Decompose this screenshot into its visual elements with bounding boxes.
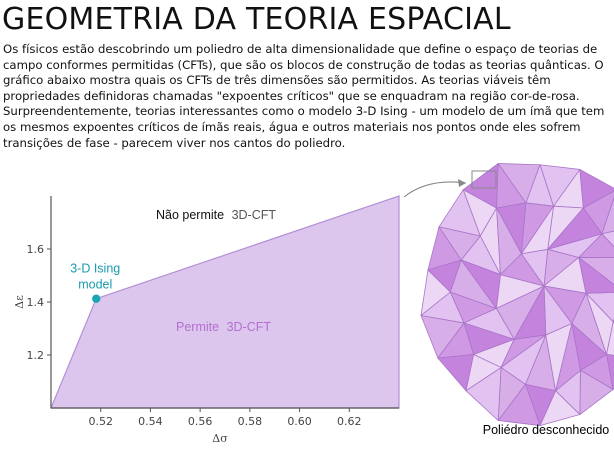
polyhedron-face [601,196,614,235]
intro-paragraph: Os físicos estão descobrindo um poliedro… [3,42,605,150]
callout-arrow-head [458,179,466,187]
allowed-prefix: Permite [176,320,219,334]
polyhedron-caption: Poliédro desconhecido [483,423,610,437]
not-allowed-label: Não permite 3D-CFT [156,208,276,222]
callout-box [471,170,497,189]
x-ticks: 0.52 0.54 0.56 0.58 0.60 0.62 [88,408,362,428]
page-title: GEOMETRIA DA TEORIA ESPACIAL [2,2,511,37]
polyhedron-face [463,307,515,340]
polyhedron-face [460,259,501,309]
ising-label-line2: model [78,278,112,292]
x-tick-label: 0.58 [238,415,263,428]
x-tick-label: 0.60 [287,415,312,428]
callout-arrow [403,181,467,198]
x-axis-label: Δσ [212,432,228,445]
not-allowed-suffix: 3D-CFT [232,208,277,222]
y-tick-label: 1.6 [27,243,45,256]
polyhedron-face [547,233,603,258]
polyhedron-face [578,257,614,294]
polyhedron-face [520,205,554,255]
allowed-region [50,195,400,409]
x-tick-label: 0.56 [188,415,213,428]
polyhedron-face [571,292,607,355]
allowed-label: Permite 3D-CFT [176,320,271,334]
y-axis-label: Δε [13,295,26,309]
allowed-suffix: 3D-CFT [227,320,272,334]
y-tick-label: 1.4 [27,296,45,309]
polyhedron-face [500,334,547,368]
not-allowed-prefix: Não permite [156,208,224,222]
y-tick-label: 1.2 [27,349,45,362]
polyhedron-face [496,207,522,276]
chart-plot: 0.52 0.54 0.56 0.58 0.60 0.62 1.2 1.4 1.6 Δσ Δε… [13,195,400,445]
y-ticks: 1.2 1.4 1.6 [27,243,51,362]
x-tick-label: 0.54 [138,415,163,428]
polyhedron-illustration [420,163,614,426]
ising-model-point [92,294,101,303]
x-tick-label: 0.52 [88,415,113,428]
x-tick-label: 0.62 [337,415,362,428]
polyhedron-face [545,323,573,392]
ising-label-line1: 3-D Ising [70,262,120,276]
